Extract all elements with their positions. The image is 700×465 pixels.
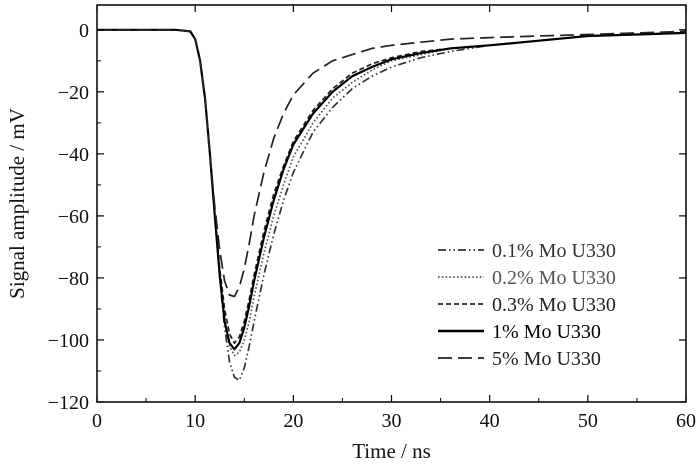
x-tick-label: 60	[676, 410, 696, 432]
y-tick-label: −100	[48, 330, 89, 352]
legend-label-1: 0.1% Mo U330	[492, 240, 616, 262]
y-tick-label: −20	[58, 82, 89, 104]
y-tick-label: −80	[58, 268, 89, 290]
y-tick-label: −120	[48, 392, 89, 414]
legend: 0.1% Mo U330 0.2% Mo U330 0.3% Mo U330 1% M…	[438, 240, 616, 370]
x-tick-label: 50	[578, 410, 598, 432]
legend-label-4: 1% Mo U330	[492, 321, 601, 343]
x-tick-label: 30	[382, 410, 402, 432]
tick-layer: 0 10 20 30 40 50 60 0 −20 −40 −60 −80 −100 −120	[48, 5, 696, 432]
y-axis-title: Signal amplitude / mV	[5, 108, 29, 299]
series-layer	[97, 28, 687, 382]
x-tick-label: 10	[185, 410, 205, 432]
x-tick-label: 40	[480, 410, 500, 432]
legend-label-2: 0.2% Mo U330	[492, 267, 616, 289]
series-line-5	[97, 28, 687, 298]
legend-label-5: 5% Mo U330	[492, 348, 601, 370]
y-tick-label: −40	[58, 144, 89, 166]
x-tick-label: 20	[283, 410, 303, 432]
x-axis-title: Time / ns	[352, 439, 431, 463]
y-tick-label: 0	[79, 20, 89, 42]
y-tick-label: −60	[58, 206, 89, 228]
legend-label-3: 0.3% Mo U330	[492, 294, 616, 316]
x-tick-label: 0	[92, 410, 102, 432]
